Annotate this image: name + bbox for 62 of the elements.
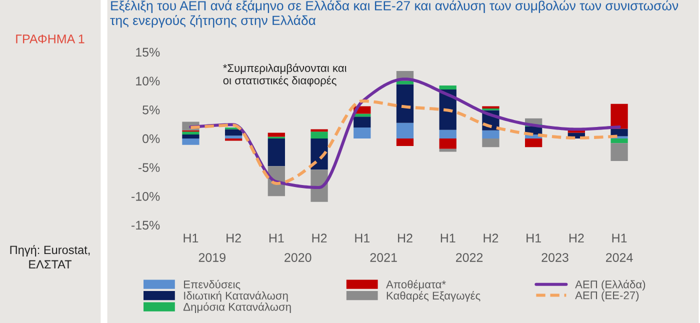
bar (610, 138, 628, 144)
bar (525, 138, 542, 148)
bar (396, 84, 414, 123)
bar (482, 138, 500, 148)
bar (439, 85, 456, 90)
bar (225, 136, 242, 138)
legend-label: Δημόσια Κατανάλωση (183, 302, 291, 313)
bar (482, 130, 500, 138)
text: Πηγή: Eurostat, ΕΛΣΤΑΤ (10, 245, 90, 268)
y-tick-label: -15% (132, 220, 160, 230)
bar (396, 122, 414, 138)
legend-label: ΑΕΠ (ΕΕ-27) (575, 291, 639, 302)
bar (482, 106, 500, 109)
annotation: *Συμπεριλαμβάνονται και οι στατιστικές διαφορές (223, 64, 346, 87)
x-tick-label: H1 (440, 234, 456, 242)
bar (354, 128, 371, 138)
bar (225, 129, 242, 136)
bar (182, 132, 200, 134)
y-tick-label: -5% (138, 163, 160, 172)
legend-label: Ιδιωτική Κατανάλωση (184, 291, 288, 302)
y-tick-label: 10% (136, 76, 160, 86)
x-tick-label: H1 (269, 234, 284, 242)
text: 2020 (284, 253, 312, 262)
x-tick-label: H2 (569, 234, 584, 242)
bar (268, 132, 285, 137)
text: 2021 (370, 253, 397, 262)
bar (268, 138, 285, 166)
legend-label: ΑΕΠ (Ελλάδα) (575, 280, 646, 291)
x-tick-label: H2 (484, 234, 498, 242)
bar (610, 143, 628, 161)
text: 2024 (606, 253, 633, 262)
y-tick-label: 15% (136, 48, 160, 57)
x-tick-label: H2 (312, 234, 327, 242)
bar (610, 128, 628, 136)
bar (439, 130, 456, 138)
bar (182, 134, 200, 138)
x-tick-label: H1 (355, 234, 370, 242)
text: 2023 (542, 253, 568, 262)
bar (310, 138, 328, 170)
bar (610, 104, 628, 129)
text: ΓΡΑΦΗΜΑ 1 (16, 34, 84, 44)
bar (310, 132, 328, 138)
x-tick-label: H1 (612, 234, 627, 242)
legend-label: Καθαρές Εξαγωγές (386, 291, 480, 302)
x-tick-label: H1 (526, 234, 541, 242)
legend-label: Αποθέματα* (386, 280, 446, 290)
bar (354, 116, 371, 128)
bar (439, 138, 456, 149)
chart-title: Εξέλιξη του ΑΕΠ ανά εξάμηνο σε Ελλάδα και ΕΕ-27 και ανάλυση των συμβολών των συνιστωσών της ενεργούς ζήτησης στην Ελλάδα (110, 0, 678, 28)
x-tick-label: H2 (226, 234, 241, 242)
bar (182, 138, 200, 145)
x-tick-label: H2 (398, 234, 412, 242)
bar (396, 80, 414, 84)
y-tick-label: -10% (132, 192, 160, 201)
y-tick-label: 0% (142, 134, 160, 144)
bar (439, 148, 456, 152)
x-tick-label: H1 (184, 234, 198, 242)
bar (396, 138, 414, 146)
y-tick-label: 5% (142, 106, 160, 114)
legend-label: Επενδύσεις (184, 280, 240, 290)
text: 2019 (198, 253, 226, 262)
text: 2022 (456, 253, 483, 262)
